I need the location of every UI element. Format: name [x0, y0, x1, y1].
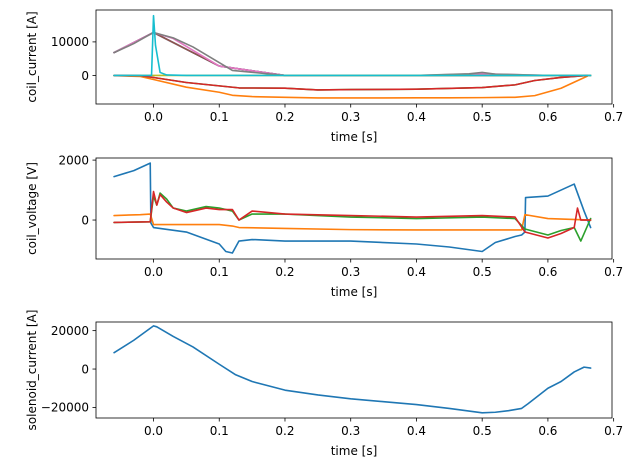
x-tick-label: 0.0 [144, 424, 163, 438]
y-tick-label: −20000 [41, 401, 89, 415]
x-tick-label: 0.4 [407, 110, 426, 124]
y-tick-label: 2000 [58, 153, 89, 167]
x-tick-label: 0.2 [275, 424, 294, 438]
axes-frame [95, 321, 613, 419]
x-tick-label: 0.7 [604, 265, 623, 279]
x-tick-label: 0.1 [210, 265, 229, 279]
series-line-1 [113, 162, 592, 254]
series-line-3 [113, 192, 592, 242]
series-line-3 [113, 31, 592, 77]
series-line-4 [113, 31, 592, 77]
y-tick-label: 0 [81, 69, 89, 83]
axes-frame [95, 9, 613, 105]
x-axis-label: time [s] [331, 444, 378, 458]
x-tick-label: 0.0 [144, 265, 163, 279]
y-tick-label: 20000 [51, 324, 89, 338]
series-line-7 [113, 74, 589, 99]
subplot-3: 0.0 0.1 0.2 0.3 0.4 0.5 0.6 0.7 −20000 0 20000 time… [25, 310, 623, 458]
series-line-10 [113, 14, 592, 77]
series-line-1 [113, 31, 592, 77]
x-tick-label: 0.2 [275, 110, 294, 124]
x-tick-label: 0.3 [341, 110, 360, 124]
series-group [113, 14, 592, 99]
series-line-1 [113, 325, 592, 414]
x-tick-label: 0.7 [604, 424, 623, 438]
x-axis-label: time [s] [331, 285, 378, 299]
y-tick-label: 10000 [51, 35, 89, 49]
series-group [113, 325, 592, 414]
series-group [113, 162, 592, 254]
x-tick-label: 0.4 [407, 424, 426, 438]
x-tick-label: 0.3 [341, 424, 360, 438]
y-tick-label: 0 [81, 362, 89, 376]
series-line-2 [113, 213, 592, 231]
y-tick-label: 0 [81, 213, 89, 227]
x-axis-label: time [s] [331, 130, 378, 144]
x-tick-label: 0.2 [275, 265, 294, 279]
x-tick-label: 0.1 [210, 424, 229, 438]
subplot-1: 0.0 0.1 0.2 0.3 0.4 0.5 0.6 0.7 0 10000 time [s] co… [25, 9, 623, 144]
x-tick-label: 0.6 [538, 424, 557, 438]
x-tick-label: 0.5 [473, 110, 492, 124]
subplot-2: 0.0 0.1 0.2 0.3 0.4 0.5 0.6 0.7 0 2000 time [s] coi… [25, 153, 623, 299]
series-line-4 [113, 190, 592, 239]
y-axis-label: coil_voltage [V] [25, 162, 39, 255]
x-tick-label: 0.3 [341, 265, 360, 279]
y-axis-label: solenoid_current [A] [25, 310, 39, 431]
series-line-2 [113, 31, 592, 77]
x-tick-label: 0.7 [604, 110, 623, 124]
x-tick-label: 0.4 [407, 265, 426, 279]
series-line-5 [113, 31, 592, 77]
series-line-9 [113, 74, 589, 91]
x-tick-label: 0.0 [144, 110, 163, 124]
x-tick-label: 0.5 [473, 265, 492, 279]
x-tick-label: 0.1 [210, 110, 229, 124]
x-tick-label: 0.6 [538, 265, 557, 279]
x-tick-label: 0.5 [473, 424, 492, 438]
axes-frame [95, 157, 613, 260]
x-tick-label: 0.6 [538, 110, 557, 124]
y-axis-label: coil_current [A] [25, 11, 39, 102]
